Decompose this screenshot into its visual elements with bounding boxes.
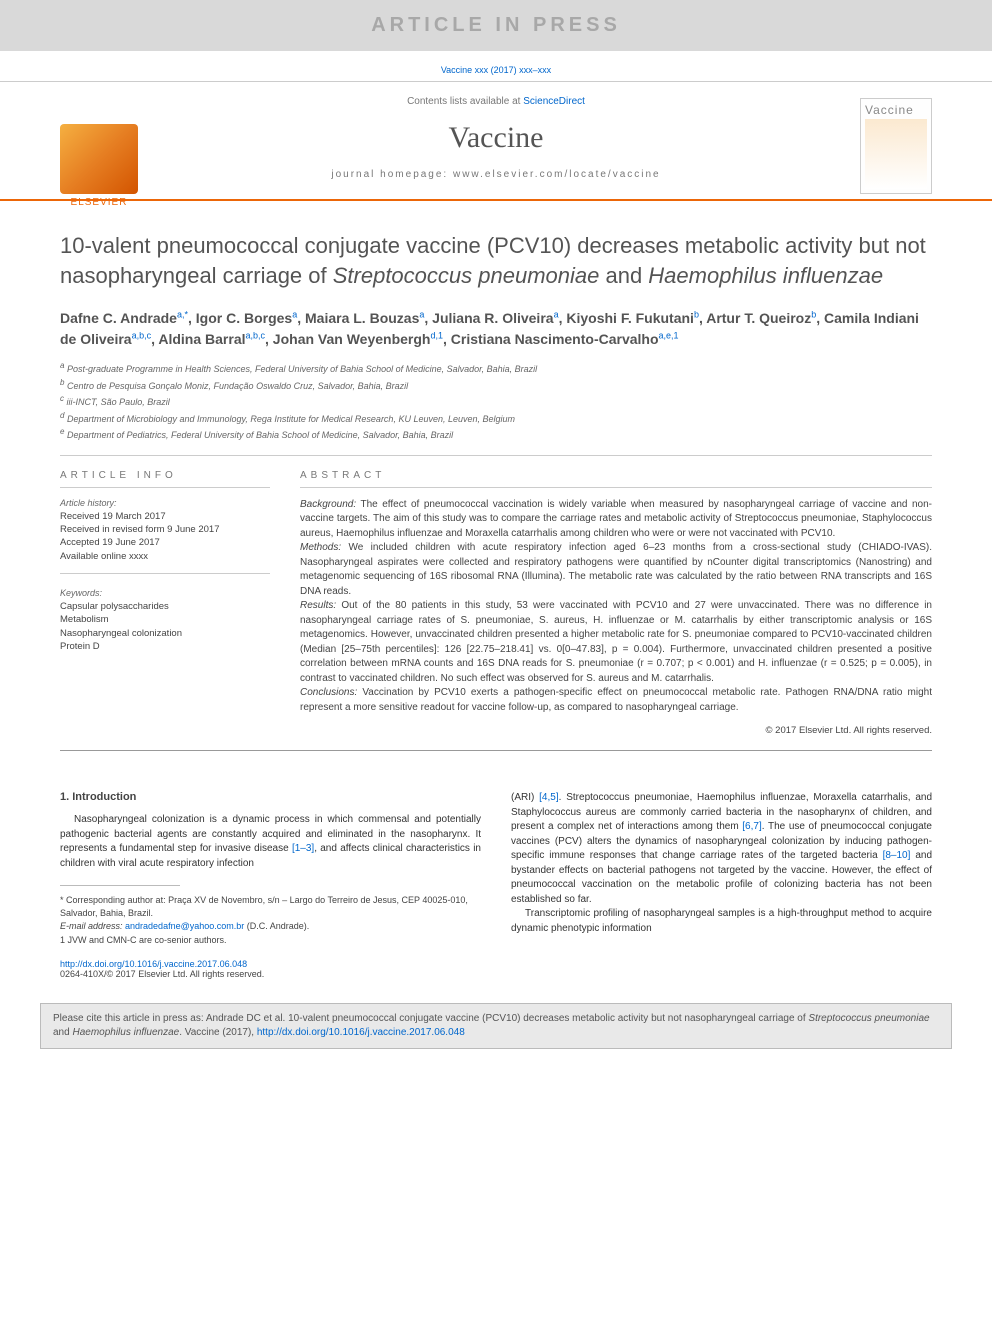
article-title: 10-valent pneumococcal conjugate vaccine…	[60, 231, 932, 290]
sciencedirect-link[interactable]: ScienceDirect	[523, 96, 585, 107]
email-line: E-mail address: andradedafne@yahoo.com.b…	[60, 920, 481, 933]
abstract-background-label: Background:	[300, 499, 356, 510]
column-right: (ARI) [4,5]. Streptococcus pneumoniae, H…	[511, 791, 932, 978]
p2-a: (ARI)	[511, 792, 539, 803]
article-header: 10-valent pneumococcal conjugate vaccine…	[0, 201, 992, 761]
abstract-heading: ABSTRACT	[300, 470, 932, 488]
page: ARTICLE IN PRESS Vaccine xxx (2017) xxx–…	[0, 0, 992, 1049]
ref-4-5[interactable]: [4,5]	[539, 792, 558, 803]
masthead-center: Contents lists available at ScienceDirec…	[60, 90, 932, 180]
journal-cover: Vaccine	[860, 98, 932, 194]
keyword-item: Nasopharyngeal colonization	[60, 627, 270, 640]
cite-italic-2: Haemophilus influenzae	[72, 1027, 179, 1038]
elsevier-tree-icon	[60, 124, 138, 194]
ref-6-7[interactable]: [6,7]	[742, 821, 761, 832]
banner-text: ARTICLE IN PRESS	[371, 14, 621, 36]
keywords-label: Keywords:	[60, 588, 270, 598]
journal-homepage: journal homepage: www.elsevier.com/locat…	[60, 169, 932, 180]
keyword-item: Protein D	[60, 640, 270, 653]
affiliation-item: d Department of Microbiology and Immunol…	[60, 410, 932, 427]
email-label: E-mail address:	[60, 921, 125, 931]
history-item: Received in revised form 9 June 2017	[60, 523, 270, 536]
body-columns: 1. Introduction Nasopharyngeal colonizat…	[0, 761, 992, 988]
ref-1-3[interactable]: [1–3]	[292, 843, 314, 854]
history-label: Article history:	[60, 498, 270, 508]
abstract-copyright: © 2017 Elsevier Ltd. All rights reserved…	[300, 725, 932, 736]
cite-mid: and	[53, 1027, 72, 1038]
abstract: ABSTRACT Background: The effect of pneum…	[300, 470, 932, 737]
affiliation-item: a Post-graduate Programme in Health Scie…	[60, 360, 932, 377]
cite-suffix: . Vaccine (2017),	[179, 1027, 257, 1038]
intro-para-2: (ARI) [4,5]. Streptococcus pneumoniae, H…	[511, 791, 932, 907]
doi-link[interactable]: http://dx.doi.org/10.1016/j.vaccine.2017…	[60, 959, 247, 969]
abstract-text: Background: The effect of pneumococcal v…	[300, 498, 932, 716]
abstract-results: Out of the 80 patients in this study, 53…	[300, 600, 932, 684]
keyword-item: Metabolism	[60, 613, 270, 626]
article-info-heading: ARTICLE INFO	[60, 470, 270, 488]
keywords-block: Keywords: Capsular polysaccharidesMetabo…	[60, 588, 270, 653]
in-press-banner: ARTICLE IN PRESS	[0, 0, 992, 51]
journal-cover-image	[865, 119, 927, 189]
ref-8-10[interactable]: [8–10]	[883, 850, 911, 861]
title-italic-2: Haemophilus influenzae	[648, 263, 883, 288]
journal-title: Vaccine	[60, 121, 932, 155]
abstract-background: The effect of pneumococcal vaccination i…	[300, 499, 932, 539]
history-item: Received 19 March 2017	[60, 510, 270, 523]
email-link[interactable]: andradedafne@yahoo.com.br	[125, 921, 244, 931]
publisher-name: ELSEVIER	[60, 197, 138, 208]
history-item: Available online xxxx	[60, 550, 270, 563]
abstract-conclusions-label: Conclusions:	[300, 687, 357, 698]
cite-italic-1: Streptococcus pneumoniae	[808, 1013, 929, 1024]
abstract-methods: We included children with acute respirat…	[300, 542, 932, 597]
affiliation-item: b Centro de Pesquisa Gonçalo Moniz, Fund…	[60, 377, 932, 394]
title-conj: and	[599, 263, 648, 288]
affiliations: a Post-graduate Programme in Health Scie…	[60, 360, 932, 443]
intro-heading: 1. Introduction	[60, 791, 481, 803]
issn-copyright: 0264-410X/© 2017 Elsevier Ltd. All right…	[60, 969, 264, 979]
article-history-block: Article history: Received 19 March 2017R…	[60, 498, 270, 574]
email-suffix: (D.C. Andrade).	[244, 921, 309, 931]
history-item: Accepted 19 June 2017	[60, 536, 270, 549]
corresponding-author: * Corresponding author at: Praça XV de N…	[60, 894, 481, 920]
footnotes: * Corresponding author at: Praça XV de N…	[60, 894, 481, 946]
publisher-logo-block: ELSEVIER	[60, 124, 138, 212]
intro-para-3: Transcriptomic profiling of nasopharynge…	[511, 907, 932, 936]
footnote-rule	[60, 885, 180, 886]
cosenior-note: 1 JVW and CMN-C are co-senior authors.	[60, 934, 481, 947]
info-abstract-row: ARTICLE INFO Article history: Received 1…	[60, 455, 932, 752]
contents-prefix: Contents lists available at	[407, 96, 523, 107]
abstract-results-label: Results:	[300, 600, 336, 611]
cite-doi-link[interactable]: http://dx.doi.org/10.1016/j.vaccine.2017…	[257, 1027, 465, 1038]
authors-list: Dafne C. Andradea,*, Igor C. Borgesa, Ma…	[60, 308, 932, 350]
journal-cover-label: Vaccine	[865, 103, 927, 117]
title-italic-1: Streptococcus pneumoniae	[333, 263, 600, 288]
citation-box: Please cite this article in press as: An…	[40, 1003, 952, 1049]
column-left: 1. Introduction Nasopharyngeal colonizat…	[60, 791, 481, 978]
abstract-methods-label: Methods:	[300, 542, 341, 553]
abstract-conclusions: Vaccination by PCV10 exerts a pathogen-s…	[300, 687, 932, 713]
masthead: ELSEVIER Contents lists available at Sci…	[0, 81, 992, 201]
cite-prefix: Please cite this article in press as: An…	[53, 1013, 808, 1024]
contents-available-line: Contents lists available at ScienceDirec…	[60, 90, 932, 117]
article-info: ARTICLE INFO Article history: Received 1…	[60, 470, 270, 737]
intro-para-1: Nasopharyngeal colonization is a dynamic…	[60, 813, 481, 871]
keyword-item: Capsular polysaccharides	[60, 600, 270, 613]
affiliation-item: c iii-INCT, São Paulo, Brazil	[60, 393, 932, 410]
issue-line: Vaccine xxx (2017) xxx–xxx	[0, 51, 992, 81]
doi-block: http://dx.doi.org/10.1016/j.vaccine.2017…	[60, 959, 481, 979]
affiliation-item: e Department of Pediatrics, Federal Univ…	[60, 426, 932, 443]
